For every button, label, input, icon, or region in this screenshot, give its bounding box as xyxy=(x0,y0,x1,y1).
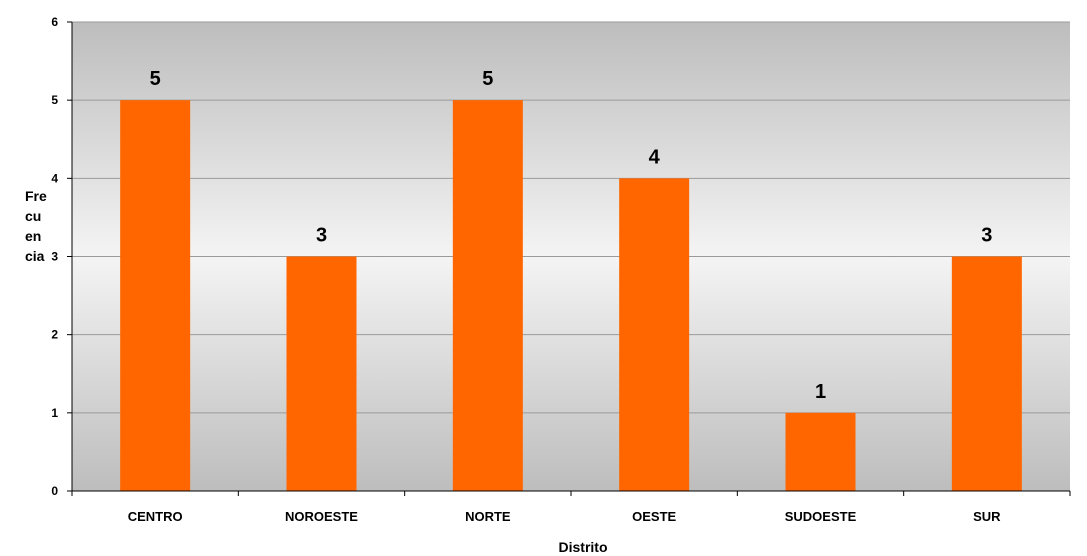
x-tick-label: SUR xyxy=(973,509,1001,524)
bar-noroeste xyxy=(286,256,357,491)
y-tick-label: 0 xyxy=(51,484,58,498)
x-axis-label: Distrito xyxy=(559,539,608,555)
bar-centro xyxy=(120,100,191,492)
data-label: 3 xyxy=(981,225,992,247)
x-tick-label: OESTE xyxy=(632,509,676,524)
axes xyxy=(67,21,1071,496)
bar-sur xyxy=(951,256,1022,491)
x-tick-label: SUDOESTE xyxy=(785,509,857,524)
bar-oeste xyxy=(619,178,690,492)
bar-norte xyxy=(452,100,523,492)
data-labels: 5 3 5 4 1 3 xyxy=(150,68,993,403)
y-tick-label: 2 xyxy=(51,328,58,342)
y-tick-label: 5 xyxy=(51,93,58,107)
x-tick-label: CENTRO xyxy=(128,509,183,524)
gridlines xyxy=(72,21,1070,414)
y-axis-label-line: cia xyxy=(25,248,45,264)
y-axis-label-line: cu xyxy=(25,208,41,224)
y-tick-label: 1 xyxy=(51,406,58,420)
data-label: 5 xyxy=(482,68,493,90)
y-axis-label: Fre cu en cia xyxy=(25,188,47,264)
y-tick-labels: 0 1 2 3 4 5 6 xyxy=(51,15,58,498)
y-tick-label: 4 xyxy=(51,171,58,185)
x-tick-label: NORTE xyxy=(465,509,511,524)
data-label: 1 xyxy=(815,381,826,403)
y-tick-label: 6 xyxy=(51,15,58,29)
data-label: 5 xyxy=(150,68,161,90)
x-tick-labels: CENTRO NOROESTE NORTE OESTE SUDOESTE SUR xyxy=(128,509,1001,524)
x-tick-label: NOROESTE xyxy=(285,509,358,524)
data-label: 3 xyxy=(316,225,327,247)
y-axis-label-line: en xyxy=(25,228,41,244)
y-tick-label: 3 xyxy=(51,250,58,264)
y-axis-label-line: Fre xyxy=(25,188,47,204)
bar-sudoeste xyxy=(785,412,856,491)
data-label: 4 xyxy=(649,146,661,168)
bars xyxy=(120,100,1022,492)
